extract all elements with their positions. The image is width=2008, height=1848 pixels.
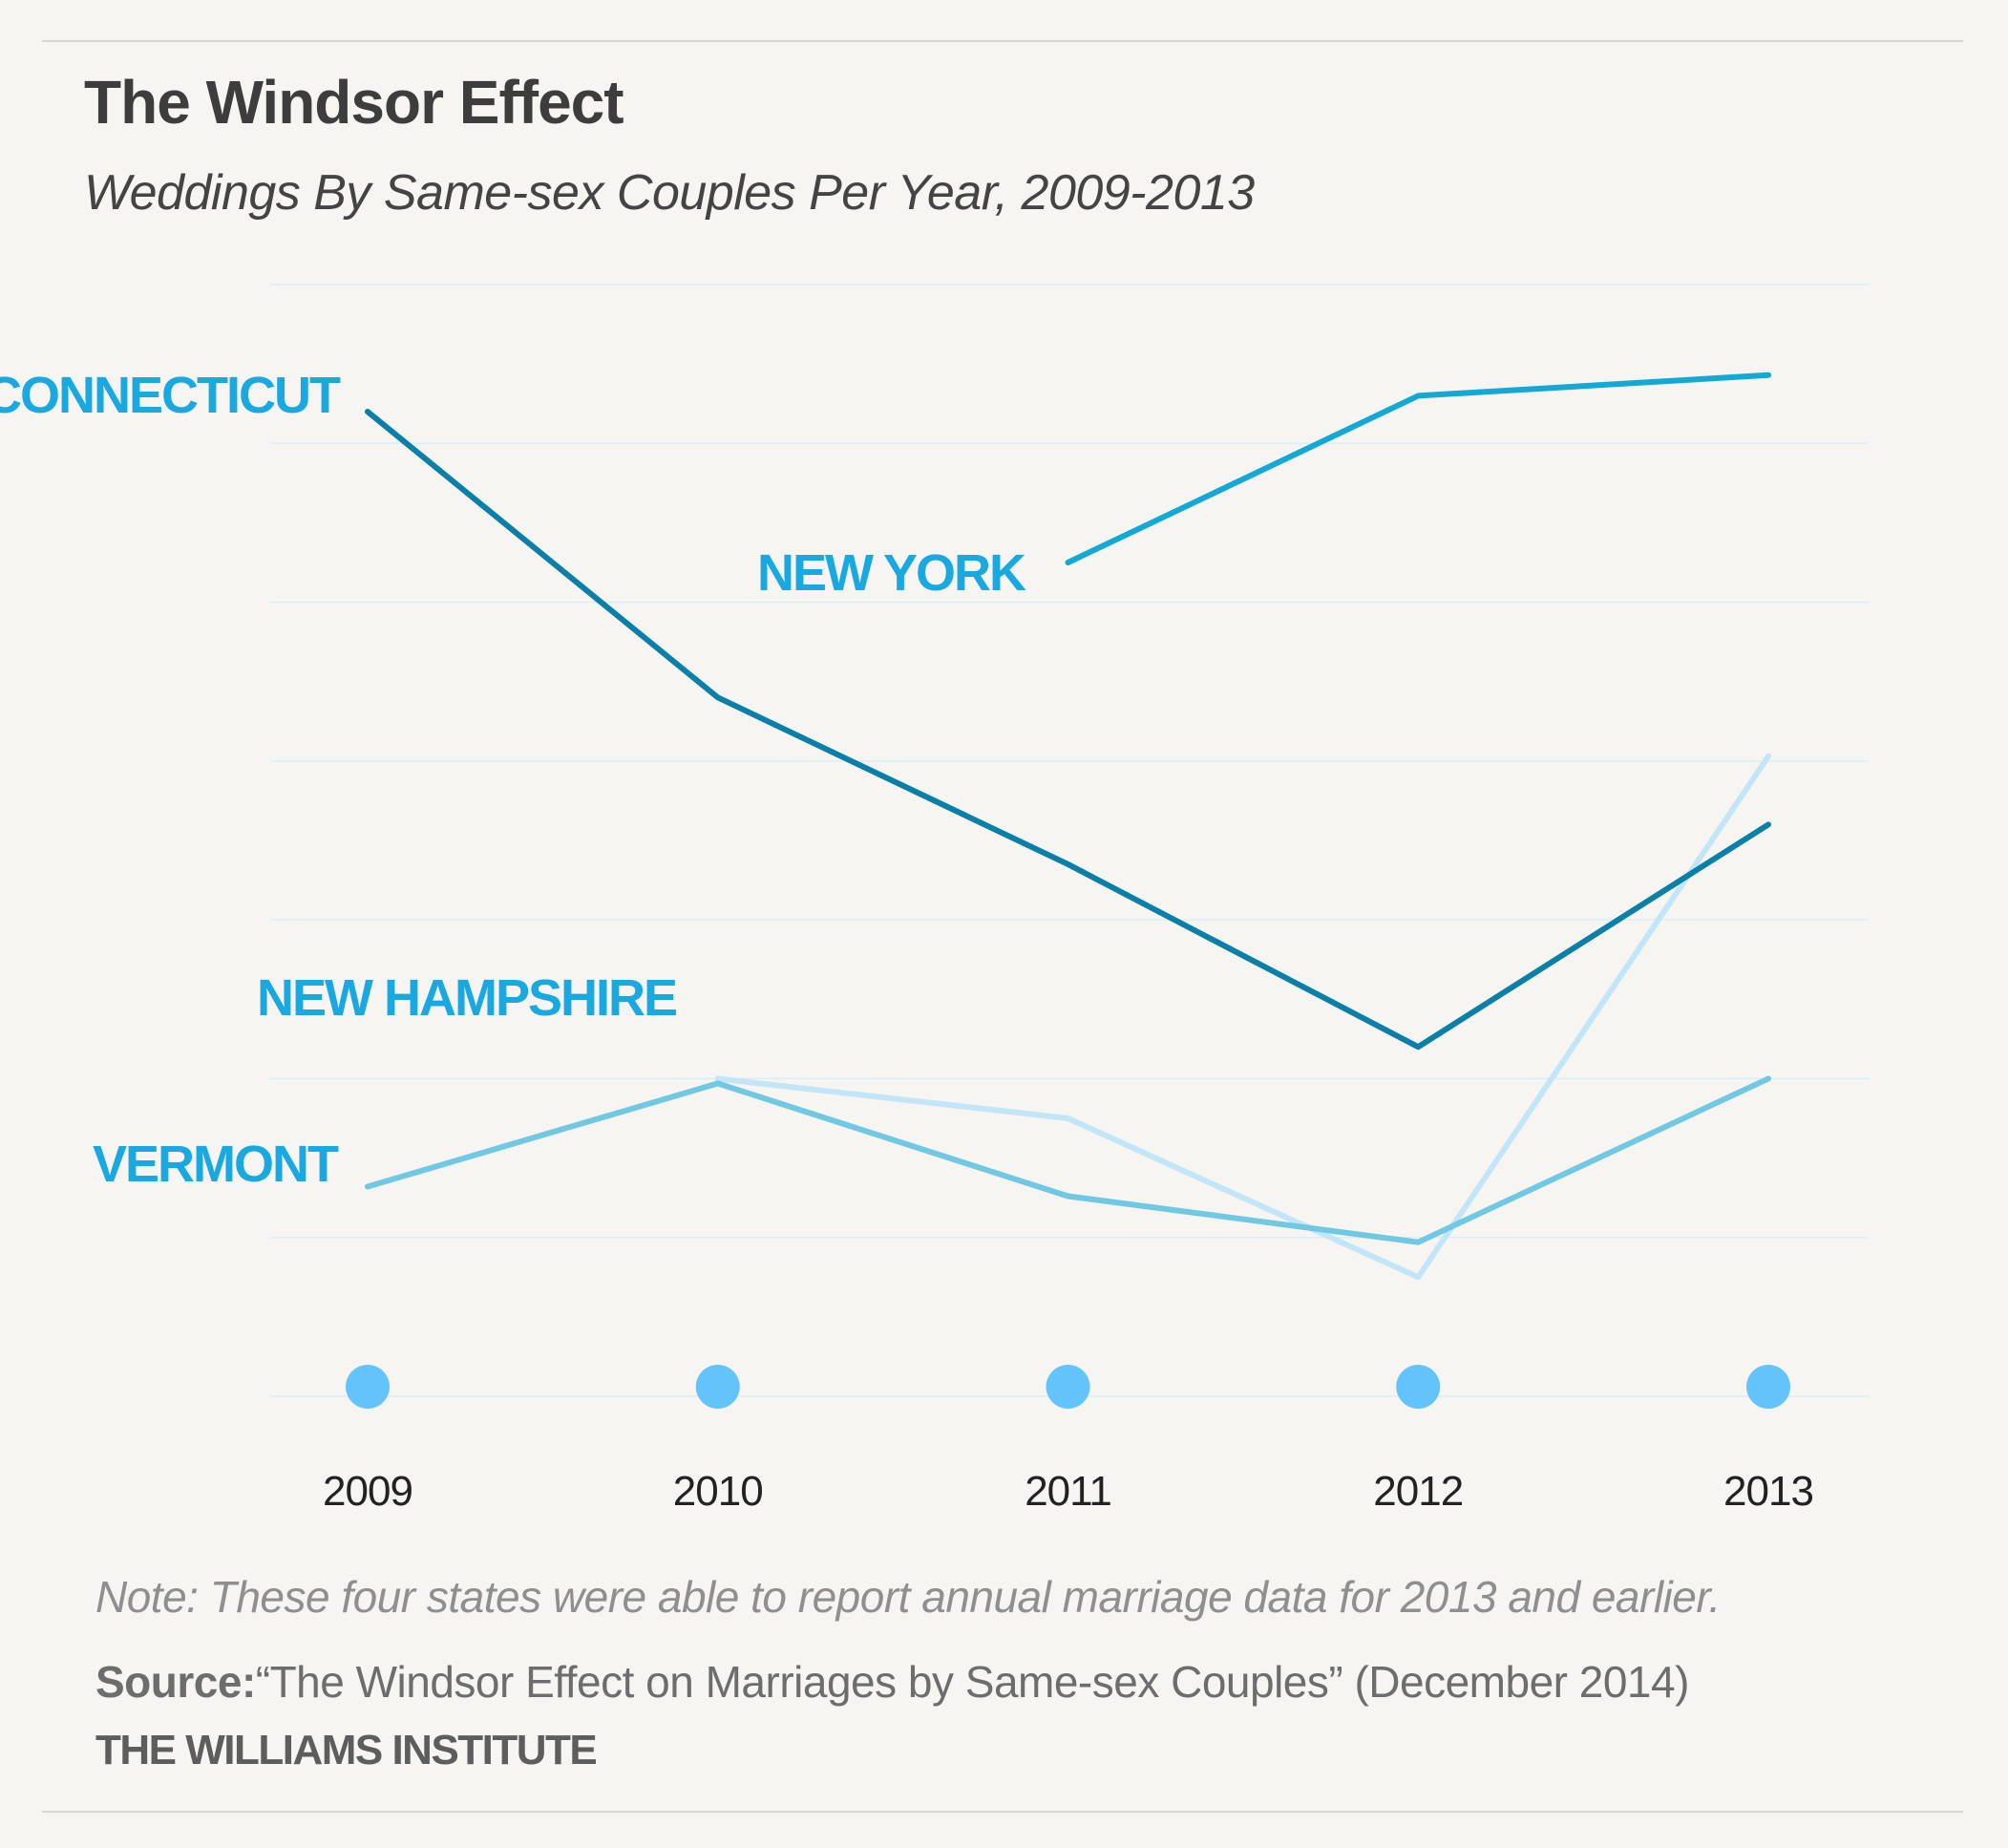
chart-note: Note: These four states were able to rep… [95,1572,1721,1622]
x-tick-label: 2010 [673,1468,763,1515]
x-axis-marker [695,1365,740,1409]
x-axis-marker [1396,1365,1441,1409]
series-line-new-york [1065,372,1771,565]
top-rule [42,40,1963,42]
x-axis-marker [1746,1365,1790,1409]
chart-subtitle: Weddings By Same-sex Couples Per Year, 2… [84,165,1255,221]
x-tick-label: 2013 [1723,1468,1813,1515]
chart-source: Source:“The Windsor Effect on Marriages … [95,1656,1689,1708]
bottom-rule [42,1811,1963,1813]
x-axis-marker [1046,1365,1090,1409]
source-label: Source: [95,1657,256,1707]
x-tick-label: 2012 [1373,1468,1463,1515]
series-label-connecticut: CONNECTICUT [0,367,341,424]
x-axis-marker [346,1365,390,1409]
chart-title: The Windsor Effect [84,68,624,137]
series-line-vermont [365,1075,1771,1245]
series-label-vermont: VERMONT [93,1136,339,1193]
series-label-new-york: NEW YORK [757,544,1026,602]
x-tick-label: 2011 [1025,1468,1111,1515]
x-tick-label: 2009 [323,1468,412,1515]
series-line-new-hampshire [714,753,1771,1281]
series-line-connecticut [365,409,1771,1051]
organization-name: THE WILLIAMS INSTITUTE [95,1727,598,1774]
series-label-new-hampshire: NEW HAMPSHIRE [257,969,676,1027]
source-text: “The Windsor Effect on Marriages by Same… [255,1657,1690,1707]
